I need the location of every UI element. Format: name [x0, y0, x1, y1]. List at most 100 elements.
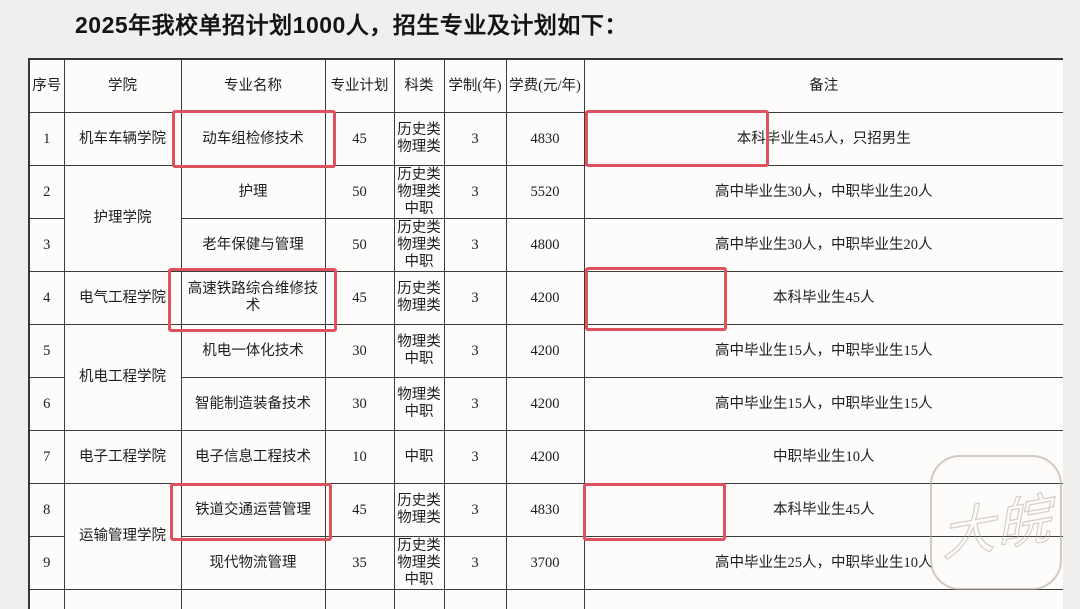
- header-major: 专业名称: [180, 58, 326, 113]
- header-remark: 备注: [583, 58, 1063, 113]
- cell-empty: [505, 589, 585, 609]
- cell-major: 机电一体化技术: [180, 324, 326, 378]
- cell-remark: 高中毕业生25人，中职毕业生10人: [583, 536, 1063, 590]
- cell-index: 7: [28, 430, 65, 484]
- cell-plan: 30: [324, 377, 395, 431]
- cell-major: 智能制造装备技术: [180, 377, 326, 431]
- cell-plan: 45: [324, 271, 395, 325]
- page-title: 2025年我校单招计划1000人，招生专业及计划如下：: [75, 12, 628, 38]
- cell-tuition: 4800: [505, 218, 585, 272]
- cell-remark: 高中毕业生15人，中职毕业生15人: [583, 377, 1063, 431]
- cell-years: 3: [443, 165, 507, 219]
- cell-years: 3: [443, 271, 507, 325]
- header-college: 学院: [63, 58, 182, 113]
- cell-plan: 30: [324, 324, 395, 378]
- cell-category: 中职: [393, 430, 445, 484]
- table-row: 2 护理学院 护理 50 历史类 物理类 中职 3 5520 高中毕业生30人，…: [28, 165, 1063, 272]
- cell-college: 机电工程学院: [63, 324, 182, 431]
- table-row: 8 运输管理学院 铁道交通运营管理 45 历史类 物理类 3 4830 本科毕业…: [28, 483, 1063, 590]
- cell-index: 1: [28, 112, 65, 166]
- cell-tuition: 5520: [505, 165, 585, 219]
- cell-plan: 10: [324, 430, 395, 484]
- table-row: 1 机车车辆学院 动车组检修技术 45 历史类 物理类 3 4830 本科毕业生…: [28, 112, 1063, 166]
- cell-remark: 本科毕业生45人，只招男生: [583, 112, 1063, 166]
- cell-college: 机车车辆学院: [63, 112, 182, 166]
- cell-major: 高速铁路综合维修技术: [180, 271, 326, 325]
- cell-remark: 中职毕业生10人: [583, 430, 1063, 484]
- table-row: 4 电气工程学院 高速铁路综合维修技术 45 历史类 物理类 3 4200 本科…: [28, 271, 1063, 325]
- cell-index: 2: [28, 165, 65, 219]
- cell-college: 电气工程学院: [63, 271, 182, 325]
- table-row: 9 现代物流管理 35 历史类 物理类 中职 3 3700 高中毕业生25人，中…: [28, 536, 1063, 590]
- cell-empty: [28, 589, 65, 609]
- cell-index: 5: [28, 324, 65, 378]
- cell-years: 3: [443, 536, 507, 590]
- cell-empty: [324, 589, 395, 609]
- enrollment-plan-table: 序号 学院 专业名称 专业计划 科类 学制(年) 学费(元/年) 备注 1 机车…: [28, 58, 1063, 609]
- cell-tuition: 4830: [505, 112, 585, 166]
- table-row-partial: [28, 589, 1063, 609]
- header-plan: 专业计划: [324, 58, 395, 113]
- cell-category: 历史类 物理类 中职: [393, 536, 445, 590]
- cell-college: 电子工程学院: [63, 430, 182, 484]
- cell-major: 现代物流管理: [180, 536, 326, 590]
- cell-plan: 35: [324, 536, 395, 590]
- header-category: 科类: [393, 58, 445, 113]
- cell-plan: 50: [324, 218, 395, 272]
- cell-major: 护理: [180, 165, 326, 219]
- cell-years: 3: [443, 483, 507, 537]
- cell-index: 8: [28, 483, 65, 537]
- cell-major: 铁道交通运营管理: [180, 483, 326, 537]
- cell-years: 3: [443, 430, 507, 484]
- cell-remark: 高中毕业生30人，中职毕业生20人: [583, 165, 1063, 219]
- cell-major: 老年保健与管理: [180, 218, 326, 272]
- cell-empty: [63, 589, 182, 609]
- cell-tuition: 4830: [505, 483, 585, 537]
- cell-tuition: 4200: [505, 377, 585, 431]
- cell-plan: 50: [324, 165, 395, 219]
- table-row: 5 机电工程学院 机电一体化技术 30 物理类 中职 3 4200 高中毕业生1…: [28, 324, 1063, 431]
- cell-tuition: 3700: [505, 536, 585, 590]
- cell-years: 3: [443, 218, 507, 272]
- header-years: 学制(年): [443, 58, 507, 113]
- cell-years: 3: [443, 112, 507, 166]
- cell-category: 物理类 中职: [393, 377, 445, 431]
- cell-category: 物理类 中职: [393, 324, 445, 378]
- table-row: 7 电子工程学院 电子信息工程技术 10 中职 3 4200 中职毕业生10人: [28, 430, 1063, 484]
- cell-tuition: 4200: [505, 324, 585, 378]
- header-index: 序号: [28, 58, 65, 113]
- cell-plan: 45: [324, 483, 395, 537]
- cell-years: 3: [443, 377, 507, 431]
- cell-category: 历史类 物理类: [393, 271, 445, 325]
- cell-empty: [393, 589, 445, 609]
- cell-major: 动车组检修技术: [180, 112, 326, 166]
- cell-years: 3: [443, 324, 507, 378]
- header-tuition: 学费(元/年): [505, 58, 585, 113]
- cell-tuition: 4200: [505, 271, 585, 325]
- cell-plan: 45: [324, 112, 395, 166]
- cell-index: 3: [28, 218, 65, 272]
- cell-index: 4: [28, 271, 65, 325]
- cell-college: 运输管理学院: [63, 483, 182, 590]
- cell-empty: [180, 589, 326, 609]
- cell-category: 历史类 物理类 中职: [393, 165, 445, 219]
- cell-remark: 高中毕业生30人，中职毕业生20人: [583, 218, 1063, 272]
- cell-college: 护理学院: [63, 165, 182, 272]
- cell-category: 历史类 物理类 中职: [393, 218, 445, 272]
- cell-empty: [443, 589, 507, 609]
- cell-remark: 本科毕业生45人: [583, 483, 1063, 537]
- table-row: 6 智能制造装备技术 30 物理类 中职 3 4200 高中毕业生15人，中职毕…: [28, 377, 1063, 431]
- cell-index: 9: [28, 536, 65, 590]
- cell-category: 历史类 物理类: [393, 483, 445, 537]
- cell-empty: [583, 589, 1063, 609]
- enrollment-plan-table-wrap: 序号 学院 专业名称 专业计划 科类 学制(年) 学费(元/年) 备注 1 机车…: [28, 58, 1063, 609]
- table-row: 3 老年保健与管理 50 历史类 物理类 中职 3 4800 高中毕业生30人，…: [28, 218, 1063, 272]
- cell-remark: 高中毕业生15人，中职毕业生15人: [583, 324, 1063, 378]
- cell-major: 电子信息工程技术: [180, 430, 326, 484]
- cell-tuition: 4200: [505, 430, 585, 484]
- cell-category: 历史类 物理类: [393, 112, 445, 166]
- header-row: 序号 学院 专业名称 专业计划 科类 学制(年) 学费(元/年) 备注: [28, 58, 1063, 113]
- cell-remark: 本科毕业生45人: [583, 271, 1063, 325]
- cell-index: 6: [28, 377, 65, 431]
